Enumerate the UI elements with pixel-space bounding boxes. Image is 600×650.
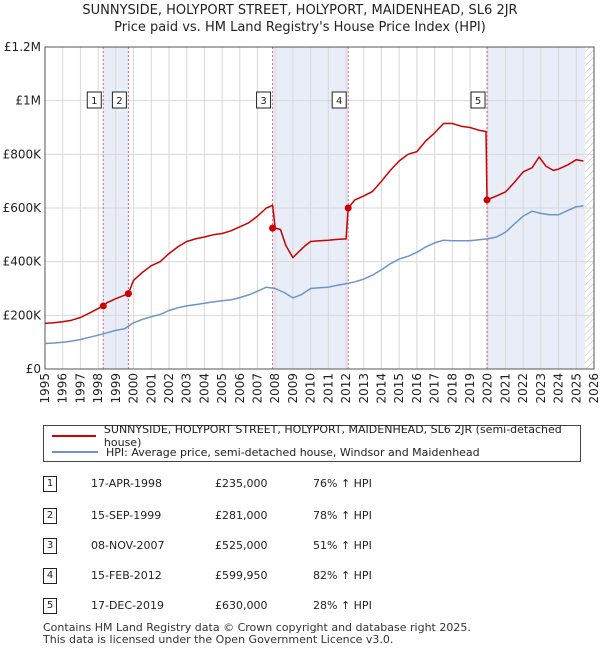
x-tick-label: 2020 [481,373,495,404]
x-tick-label: 2012 [339,373,353,404]
x-tick-label: 2015 [392,373,406,404]
y-tick-label: £1M [15,94,41,108]
legend-item-property: SUNNYSIDE, HOLYPORT STREET, HOLYPORT, MA… [52,423,580,449]
x-tick-label: 2018 [445,373,459,404]
x-tick-label: 1995 [38,373,52,404]
table-row: 5 17-DEC-2019 £630,000 28% ↑ HPI [43,598,443,616]
plot-frame [44,46,595,370]
transaction-date: 15-SEP-1999 [91,509,162,522]
transaction-date: 17-DEC-2019 [91,599,165,612]
sale-label: 2 [116,96,122,107]
x-tick-label: 2004 [197,373,211,404]
series-line-property [44,122,584,325]
transaction-number: 2 [43,508,57,524]
series-line-hpi [44,205,584,345]
transaction-price: £525,000 [215,539,268,552]
table-row: 2 15-SEP-1999 £281,000 78% ↑ HPI [43,508,443,526]
sale-label-box [256,91,272,109]
transaction-number: 5 [43,598,57,614]
sale-point [99,302,107,310]
sale-label-box [331,91,347,109]
x-tick-label: 2010 [304,373,318,404]
legend-item-hpi: HPI: Average price, semi-detached house,… [52,444,480,460]
sale-label-box [86,91,102,109]
sale-point [124,290,132,298]
x-tick-label: 2003 [180,373,194,404]
y-tick-label: £800K [3,147,43,161]
table-row: 3 08-NOV-2007 £525,000 51% ↑ HPI [43,538,443,556]
sale-label: 3 [260,96,266,107]
x-tick-label: 2007 [251,373,265,404]
table-row: 4 15-FEB-2012 £599,950 82% ↑ HPI [43,568,443,586]
sale-point [344,204,352,212]
x-tick-label: 2022 [516,373,530,404]
x-tick-label: 1997 [73,373,87,404]
x-tick-label: 2013 [357,373,371,404]
x-tick-label: 2024 [552,373,566,404]
transaction-hpi: 51% ↑ HPI [313,539,372,552]
x-tick-label: 2014 [374,373,388,404]
sale-label: 4 [336,96,342,107]
y-tick-label: £600K [3,201,43,215]
sale-point [269,224,277,232]
footer: Contains HM Land Registry data © Crown c… [43,622,471,646]
x-tick-label: 1996 [56,373,70,404]
x-tick-label: 2026 [587,373,600,404]
x-tick-label: 2002 [162,373,176,404]
x-tick-label: 2021 [498,373,512,404]
x-tick-label: 2011 [321,373,335,404]
legend: SUNNYSIDE, HOLYPORT STREET, HOLYPORT, MA… [43,423,581,462]
sale-label: 1 [91,96,97,107]
transaction-hpi: 28% ↑ HPI [313,599,372,612]
transaction-hpi: 76% ↑ HPI [313,477,372,490]
sale-point [483,196,491,204]
transaction-hpi: 82% ↑ HPI [313,569,372,582]
transaction-price: £235,000 [215,477,268,490]
x-tick-label: 1999 [109,373,123,404]
sale-label: 5 [475,96,481,107]
x-tick-label: 2025 [569,373,583,404]
transaction-date: 08-NOV-2007 [91,539,165,552]
x-tick-label: 2009 [286,373,300,404]
transaction-number: 4 [43,568,57,584]
x-tick-label: 1998 [91,373,105,404]
y-tick-label: £0 [26,362,41,376]
y-tick-label: £1.2M [4,40,41,54]
footer-licence: This data is licensed under the Open Gov… [43,633,394,646]
y-tick-label: £200K [3,308,43,322]
transaction-hpi: 78% ↑ HPI [313,509,372,522]
x-tick-label: 2019 [463,373,477,404]
x-tick-label: 2023 [534,373,548,404]
transaction-number: 3 [43,538,57,554]
legend-label-hpi: HPI: Average price, semi-detached house,… [106,445,480,459]
legend-swatch-hpi [52,451,98,453]
transaction-price: £630,000 [215,599,268,612]
transaction-price: £281,000 [215,509,268,522]
chart-subtitle: Price paid vs. HM Land Registry's House … [114,20,486,35]
y-tick-label: £400K [3,255,43,269]
footer-copyright: Contains HM Land Registry data © Crown c… [43,621,471,634]
legend-label-property: SUNNYSIDE, HOLYPORT STREET, HOLYPORT, MA… [103,423,562,449]
x-tick-label: 2017 [428,373,442,404]
transaction-price: £599,950 [215,569,268,582]
sale-label-box [111,91,127,109]
sale-label-box [470,91,486,109]
x-tick-label: 2016 [410,373,424,404]
x-tick-label: 2005 [215,373,229,404]
x-tick-label: 2000 [127,373,141,404]
chart-title: SUNNYSIDE, HOLYPORT STREET, HOLYPORT, MA… [82,3,518,18]
x-tick-label: 2006 [233,373,247,404]
table-row: 1 17-APR-1998 £235,000 76% ↑ HPI [43,476,443,494]
transaction-date: 17-APR-1998 [91,477,163,490]
transaction-number: 1 [43,476,57,492]
x-tick-label: 2008 [268,373,282,404]
transaction-date: 15-FEB-2012 [91,569,162,582]
x-tick-label: 2001 [144,373,158,404]
legend-swatch-property [52,435,96,437]
